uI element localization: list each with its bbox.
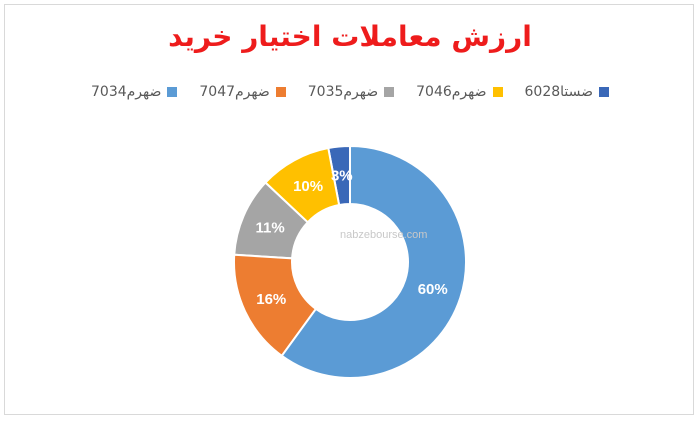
legend-label-3: ضهرم7047 — [199, 84, 270, 100]
legend-swatch-1 — [492, 87, 503, 97]
legend-swatch-4 — [167, 87, 178, 97]
slice-label-2: 11% — [256, 219, 285, 236]
legend-label-4: ضهرم7034 — [91, 84, 162, 100]
slices-group — [233, 144, 467, 379]
legend-item-1: ضهرم7046 — [416, 84, 503, 100]
legend-swatch-3 — [275, 87, 286, 97]
watermark-text: nabzebourse.com — [340, 229, 427, 241]
slice-label-4: 60% — [418, 281, 448, 298]
legend-label-2: ضهرم7035 — [307, 84, 379, 100]
slice-label-3: 16% — [256, 291, 286, 308]
slice-label-1: 10% — [293, 178, 323, 195]
legend-swatch-0 — [599, 87, 610, 97]
legend-item-4: ضهرم7034 — [91, 84, 178, 100]
legend-item-2: ضهرم7035 — [307, 84, 395, 100]
legend-swatch-2 — [384, 87, 395, 97]
legend-label-0: ضستا6028 — [524, 84, 594, 100]
legend-item-0: ضستا6028 — [525, 84, 610, 100]
slice-4 — [280, 144, 467, 379]
legend-label-1: ضهرم7046 — [416, 84, 487, 100]
chart-legend: ضستا6028 ضهرم7046 ضهرم7035 ضهرم7047 ضهرم… — [0, 84, 700, 100]
legend-item-3: ضهرم7047 — [199, 84, 286, 100]
chart-title: ارزش معاملات اختیار خرید — [168, 20, 532, 53]
slice-label-0: 3% — [331, 167, 353, 184]
labels-group: 3% 10% 11% 16% 60% — [256, 167, 448, 308]
